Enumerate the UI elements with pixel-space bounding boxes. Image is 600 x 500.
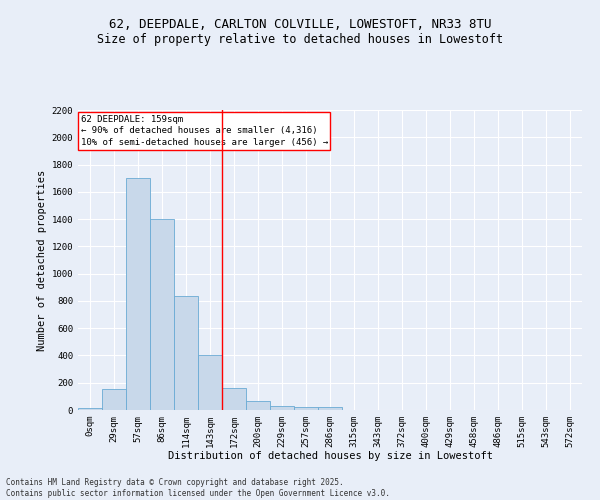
Bar [270, 406, 294, 410]
Bar [222, 388, 246, 410]
Bar [198, 356, 222, 410]
Bar [78, 408, 102, 410]
Bar [150, 219, 174, 410]
Bar [246, 401, 270, 410]
Text: Size of property relative to detached houses in Lowestoft: Size of property relative to detached ho… [97, 32, 503, 46]
Bar [126, 178, 150, 410]
Bar [318, 406, 342, 410]
Text: Contains HM Land Registry data © Crown copyright and database right 2025.
Contai: Contains HM Land Registry data © Crown c… [6, 478, 390, 498]
Bar [174, 296, 198, 410]
Text: 62, DEEPDALE, CARLTON COLVILLE, LOWESTOFT, NR33 8TU: 62, DEEPDALE, CARLTON COLVILLE, LOWESTOF… [109, 18, 491, 30]
Bar [102, 389, 126, 410]
Text: 62 DEEPDALE: 159sqm
← 90% of detached houses are smaller (4,316)
10% of semi-det: 62 DEEPDALE: 159sqm ← 90% of detached ho… [80, 114, 328, 147]
X-axis label: Distribution of detached houses by size in Lowestoft: Distribution of detached houses by size … [167, 452, 493, 462]
Bar [294, 406, 318, 410]
Y-axis label: Number of detached properties: Number of detached properties [37, 170, 47, 350]
